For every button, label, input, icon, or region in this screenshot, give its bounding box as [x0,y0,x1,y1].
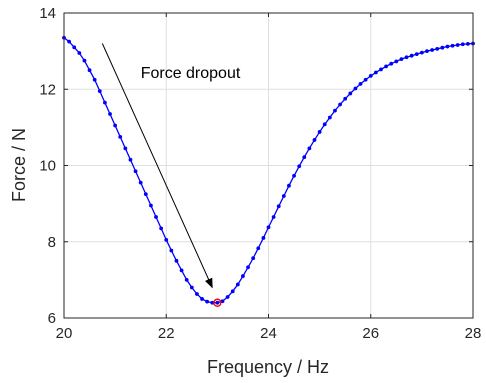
data-point [143,192,148,196]
data-point [333,108,337,113]
y-axis-title: Force / N [9,128,29,202]
data-point [200,297,204,301]
data-point [113,123,118,128]
data-point [67,39,72,44]
data-point [322,122,327,127]
data-point [353,86,358,91]
data-point [419,50,424,55]
data-point [414,52,419,57]
data-point [460,42,465,47]
x-tick-label: 28 [465,325,482,342]
data-point [72,45,77,50]
data-point [179,268,184,273]
x-tick-label: 22 [158,325,175,342]
data-point [215,300,220,305]
data-point [195,292,199,296]
data-point [317,130,322,134]
data-point [409,53,414,58]
data-point [246,265,250,270]
x-tick-label: 20 [56,325,73,342]
data-point [276,204,281,209]
data-point [373,70,378,75]
data-point [261,236,266,240]
data-point [230,289,235,294]
data-point [77,51,82,55]
data-point [287,183,291,188]
data-point [220,299,225,304]
data-point [133,169,138,174]
data-point [164,237,169,242]
annotation-arrow [101,43,213,289]
data-point [149,203,153,208]
y-tick-label: 6 [48,310,56,327]
data-point [174,258,179,263]
data-point [338,102,342,107]
data-point [128,157,133,162]
data-point [266,225,271,230]
data-point [435,46,440,51]
data-point [108,112,112,116]
data-point [368,74,373,78]
data-point [465,41,470,46]
data-point [251,256,256,261]
data-point [455,43,460,47]
data-point [394,59,399,64]
annotation-label: Force dropout [141,65,241,82]
data-point [440,45,445,50]
data-point [184,277,189,282]
data-point [87,68,92,73]
data-point [123,146,128,151]
data-point [358,82,363,86]
data-point [312,138,317,142]
y-tick-label: 14 [39,5,56,22]
x-tick-label: 26 [362,325,379,342]
data-point [348,91,353,96]
data-point [343,96,348,101]
x-axis-title: Frequency / Hz [207,357,329,377]
y-tick-label: 12 [39,81,56,98]
y-tick-label: 8 [48,234,56,251]
data-point [292,173,296,178]
data-point [138,180,143,185]
annotation-group: Force dropout [101,43,241,289]
data-point [399,57,404,62]
data-point [225,295,230,299]
data-point [379,67,383,72]
data-point [297,164,302,169]
data-point [445,44,450,49]
data-point [169,248,174,253]
data-point [389,61,394,66]
data-point [154,215,158,219]
data-point [307,146,312,151]
data-point [327,115,332,120]
data-point [241,274,245,278]
data-point [281,194,286,198]
data-point [425,49,429,54]
data-point [205,299,210,304]
data-point [450,43,455,48]
data-point [384,64,388,69]
data-point [302,155,307,160]
data-point [103,100,107,105]
data-point [430,48,434,52]
data-point [118,135,123,139]
data-point [92,77,97,82]
data-point [256,246,261,251]
data-point [189,285,194,290]
data-point [97,89,102,94]
data-point [271,215,276,219]
data-point [82,58,87,63]
data-point [210,300,215,305]
data-point [159,226,164,231]
data-point [404,55,409,60]
y-tick-label: 10 [39,158,56,175]
minimum-point-marker [213,298,222,307]
series-group [62,35,475,307]
data-point [235,282,240,287]
data-point [363,77,368,82]
x-tick-label: 24 [260,325,277,342]
axis-ticks: 20 22 24 26 28 6 8 10 12 14 [39,5,481,342]
